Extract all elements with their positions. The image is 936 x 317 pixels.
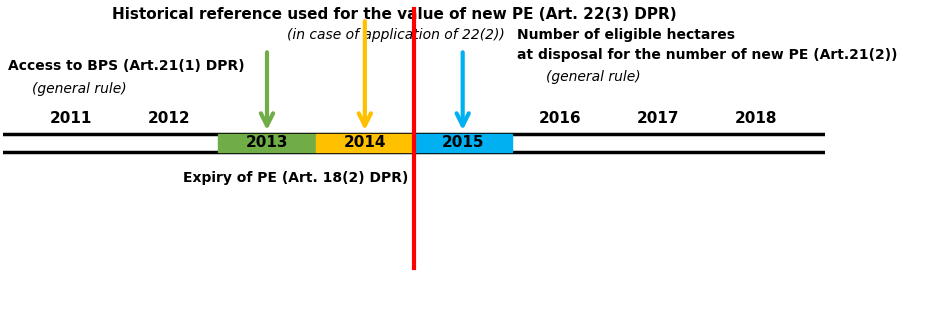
Text: 2014: 2014 (344, 135, 386, 151)
Text: 2017: 2017 (637, 111, 680, 126)
Bar (218, 133, 316, 152)
Text: 2015: 2015 (442, 135, 484, 151)
Text: (general rule): (general rule) (546, 70, 640, 84)
Text: 2012: 2012 (148, 111, 190, 126)
Text: Historical reference used for the value of new PE (Art. 22(3) DPR): Historical reference used for the value … (112, 7, 677, 23)
Text: 2016: 2016 (539, 111, 582, 126)
Text: (general rule): (general rule) (32, 82, 126, 96)
Text: at disposal for the number of new PE (Art.21(2)): at disposal for the number of new PE (Ar… (517, 48, 897, 62)
Text: 2018: 2018 (735, 111, 778, 126)
Text: (in case of application of 22(2)): (in case of application of 22(2)) (286, 28, 505, 42)
Text: Number of eligible hectares: Number of eligible hectares (517, 28, 735, 42)
Text: Access to BPS (Art.21(1) DPR): Access to BPS (Art.21(1) DPR) (7, 59, 244, 73)
Bar (414, 133, 512, 152)
Text: Expiry of PE (Art. 18(2) DPR): Expiry of PE (Art. 18(2) DPR) (183, 171, 409, 185)
Bar (316, 133, 414, 152)
Text: 2011: 2011 (51, 111, 93, 126)
Text: 2013: 2013 (246, 135, 288, 151)
